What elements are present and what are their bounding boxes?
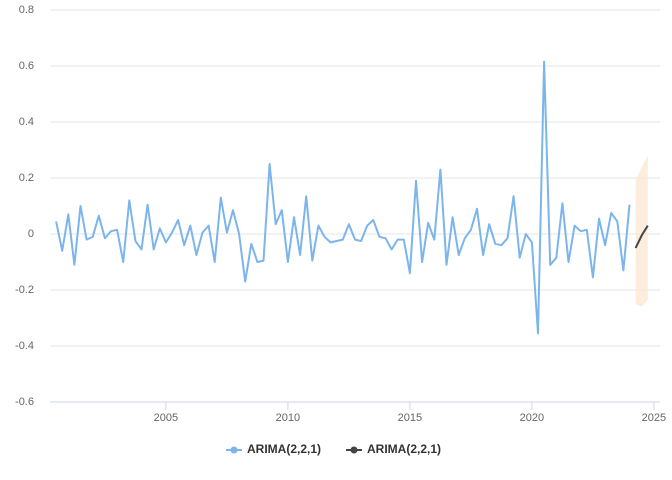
x-tick-label: 2010 bbox=[276, 412, 300, 424]
confidence-band bbox=[635, 155, 648, 307]
legend-marker bbox=[350, 446, 358, 454]
y-tick-label: 0.4 bbox=[19, 116, 34, 128]
y-tick-label: 0 bbox=[28, 228, 34, 240]
y-tick-label: -0.2 bbox=[15, 284, 34, 296]
y-tick-label: 0.8 bbox=[19, 4, 34, 16]
y-tick-label: -0.6 bbox=[15, 396, 34, 408]
series-line bbox=[634, 225, 649, 249]
y-tick-label: -0.4 bbox=[15, 340, 34, 352]
y-tick-label: 0.6 bbox=[19, 60, 34, 72]
x-tick-label: 2005 bbox=[154, 412, 178, 424]
x-tick-label: 2020 bbox=[520, 412, 544, 424]
x-tick-label: 2025 bbox=[642, 412, 666, 424]
series-line bbox=[55, 60, 631, 335]
x-tick-label: 2015 bbox=[398, 412, 422, 424]
legend-marker bbox=[230, 446, 238, 454]
legend-label: ARIMA(2,2,1) bbox=[367, 442, 441, 456]
legend-label: ARIMA(2,2,1) bbox=[247, 442, 321, 456]
y-tick-label: 0.2 bbox=[19, 172, 34, 184]
